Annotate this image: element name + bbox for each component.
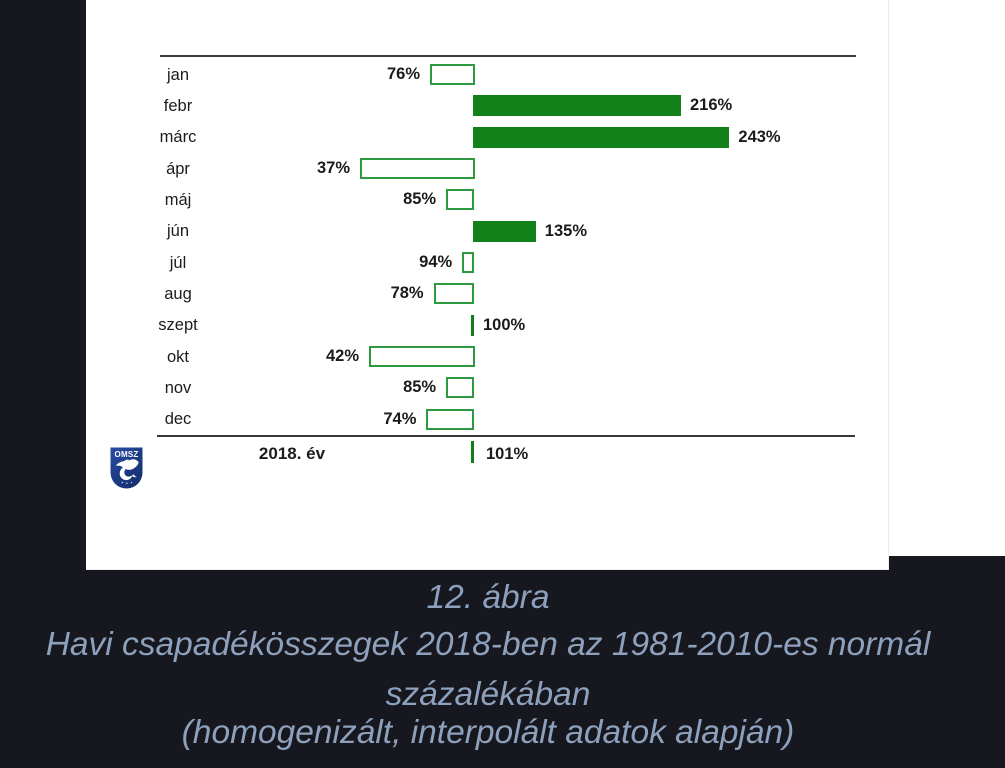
svg-text:OMSZ: OMSZ — [115, 450, 139, 459]
